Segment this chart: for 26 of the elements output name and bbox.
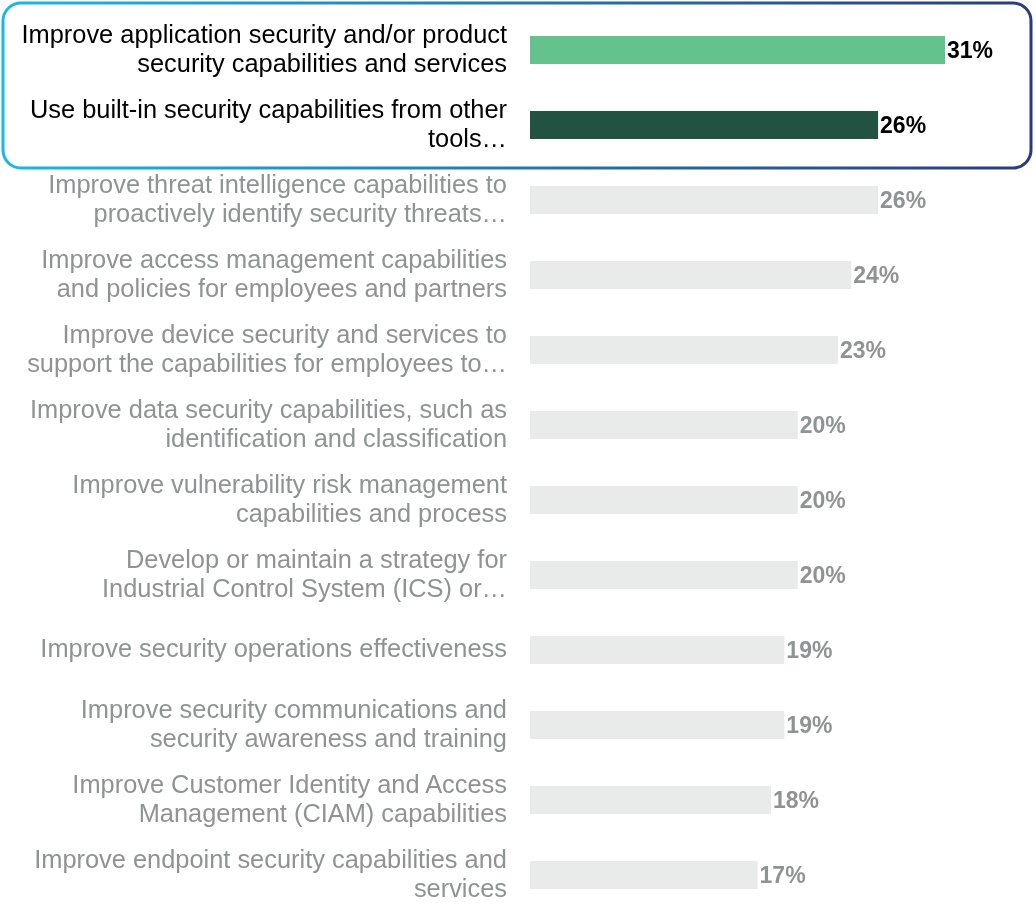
y-tick-label: Use built-in security capabilities from other tools… <box>30 94 508 152</box>
y-tick-label: Improve endpoint security capabilities and services <box>34 844 507 902</box>
data-label: 17% <box>759 862 806 888</box>
data-label: 20% <box>799 562 846 588</box>
bar <box>530 36 945 64</box>
data-label: 20% <box>799 412 846 438</box>
data-label: 24% <box>853 262 900 288</box>
data-label: 20% <box>799 487 846 513</box>
y-tick-label: Improve application security and/or product security capabilities and services <box>21 19 507 77</box>
data-label: 31% <box>947 37 994 63</box>
y-tick-label: Improve threat intelligence capabilities to proactively identify security threats… <box>48 169 507 227</box>
y-tick-label: Develop or maintain a strategy for Industrial Control System (ICS) or… <box>102 544 508 602</box>
data-label: 19% <box>786 712 833 738</box>
y-tick-label: Improve data security capabilities, such as identification and classification <box>29 394 507 452</box>
data-label: 26% <box>880 112 927 138</box>
y-tick-label: Improve device security and services to support the capabilities for employees to… <box>27 319 507 377</box>
y-tick-label: Improve Customer Identity and Access Management (CIAM) capabilities <box>72 769 507 827</box>
data-label: 26% <box>880 187 927 213</box>
data-label: 19% <box>786 637 833 663</box>
y-tick-label: Improve vulnerability risk management capabilities and process <box>72 469 507 527</box>
y-tick-label: Improve security communications and security awareness and training <box>80 694 507 752</box>
data-label: 18% <box>772 787 820 813</box>
data-label: 23% <box>839 337 886 363</box>
bar <box>530 111 879 139</box>
y-tick-label: Improve access management capabilities and policies for employees and partners <box>41 244 507 302</box>
y-tick-label: Improve security operations effectiveness <box>40 634 507 662</box>
